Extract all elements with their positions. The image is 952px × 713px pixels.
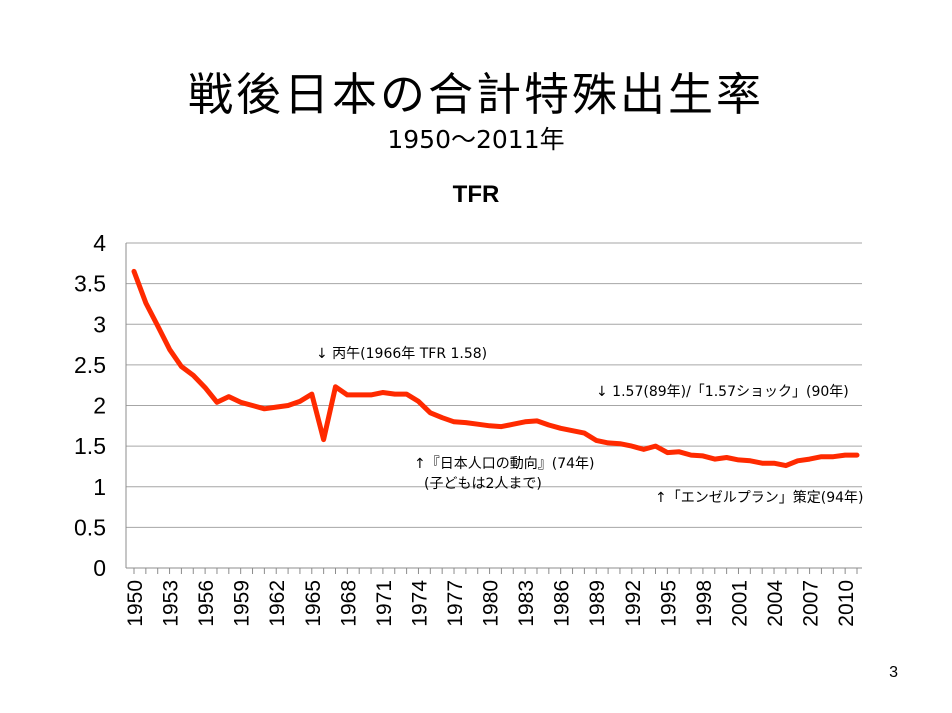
gridlines <box>126 242 862 528</box>
annotation-angel: ↑「エンゼルプラン」策定(94年) <box>655 489 863 506</box>
x-tick-label: 2007 <box>800 580 823 627</box>
x-tick-label: 1956 <box>195 580 218 627</box>
x-tick-label: 1950 <box>124 580 147 627</box>
y-tick-label: 0 <box>93 555 106 581</box>
y-tick-label: 2 <box>93 393 106 419</box>
y-tick-label: 4 <box>93 230 106 256</box>
annotation-shock157: ↓ 1.57(89年)/「1.57ショック」(90年) <box>596 384 849 400</box>
x-tick-label: 1962 <box>266 580 289 627</box>
chart-title: TFR <box>452 181 500 208</box>
series-group <box>131 268 860 469</box>
x-tick-label: 1989 <box>586 580 609 627</box>
x-tick-labels: 1950 1953 1956 1959 1962 1965 1968 1971 1974 1977… <box>124 580 858 627</box>
x-tick-label: 1968 <box>337 580 360 627</box>
slide-title: 戦後日本の合計特殊出生率 <box>187 68 764 121</box>
annotation-hinoeuma: ↓ 丙午(1966年 TFR 1.58) <box>316 346 487 362</box>
x-tick-label: 1986 <box>551 580 574 627</box>
x-tick-label: 1965 <box>302 580 325 627</box>
y-tick-label: 2.5 <box>74 352 106 378</box>
x-tick-label: 1953 <box>160 580 183 627</box>
x-tick-label: 1980 <box>480 580 503 627</box>
x-tick-label: 1995 <box>657 580 680 627</box>
x-tick-label: 1959 <box>231 580 254 627</box>
page-number: 3 <box>889 664 898 681</box>
y-tick-label: 1.5 <box>74 433 106 459</box>
x-tick-label: 2004 <box>764 580 787 627</box>
series-line-TFR <box>131 268 860 469</box>
slide-subtitle: 1950～2011年 <box>387 125 565 154</box>
x-tick-label: 1992 <box>622 580 645 627</box>
x-tick-label: 2001 <box>728 580 751 627</box>
x-tick-label: 2010 <box>835 580 858 627</box>
x-tick-label: 1977 <box>444 580 467 627</box>
x-tick-label: 1998 <box>693 580 716 627</box>
x-tick-label: 1983 <box>515 580 538 627</box>
axes <box>125 243 862 574</box>
x-tick-label: 1974 <box>408 580 431 627</box>
x-tick-label: 1971 <box>373 580 396 627</box>
y-tick-label: 3.5 <box>74 271 106 297</box>
y-tick-label: 0.5 <box>74 514 106 540</box>
annotations: ↓ 丙午(1966年 TFR 1.58) ↓ 1.57(89年)/「1.57ショッ… <box>316 346 863 506</box>
annotation-doukou: (子どもは2人まで) <box>424 476 542 492</box>
y-tick-label: 3 <box>93 311 106 337</box>
y-tick-label: 1 <box>93 474 106 500</box>
annotation-doukou: ↑『日本人口の動向』(74年) <box>414 456 594 472</box>
y-tick-labels: 0 0.5 1 1.5 2 2.5 3 3.5 4 <box>74 230 106 581</box>
